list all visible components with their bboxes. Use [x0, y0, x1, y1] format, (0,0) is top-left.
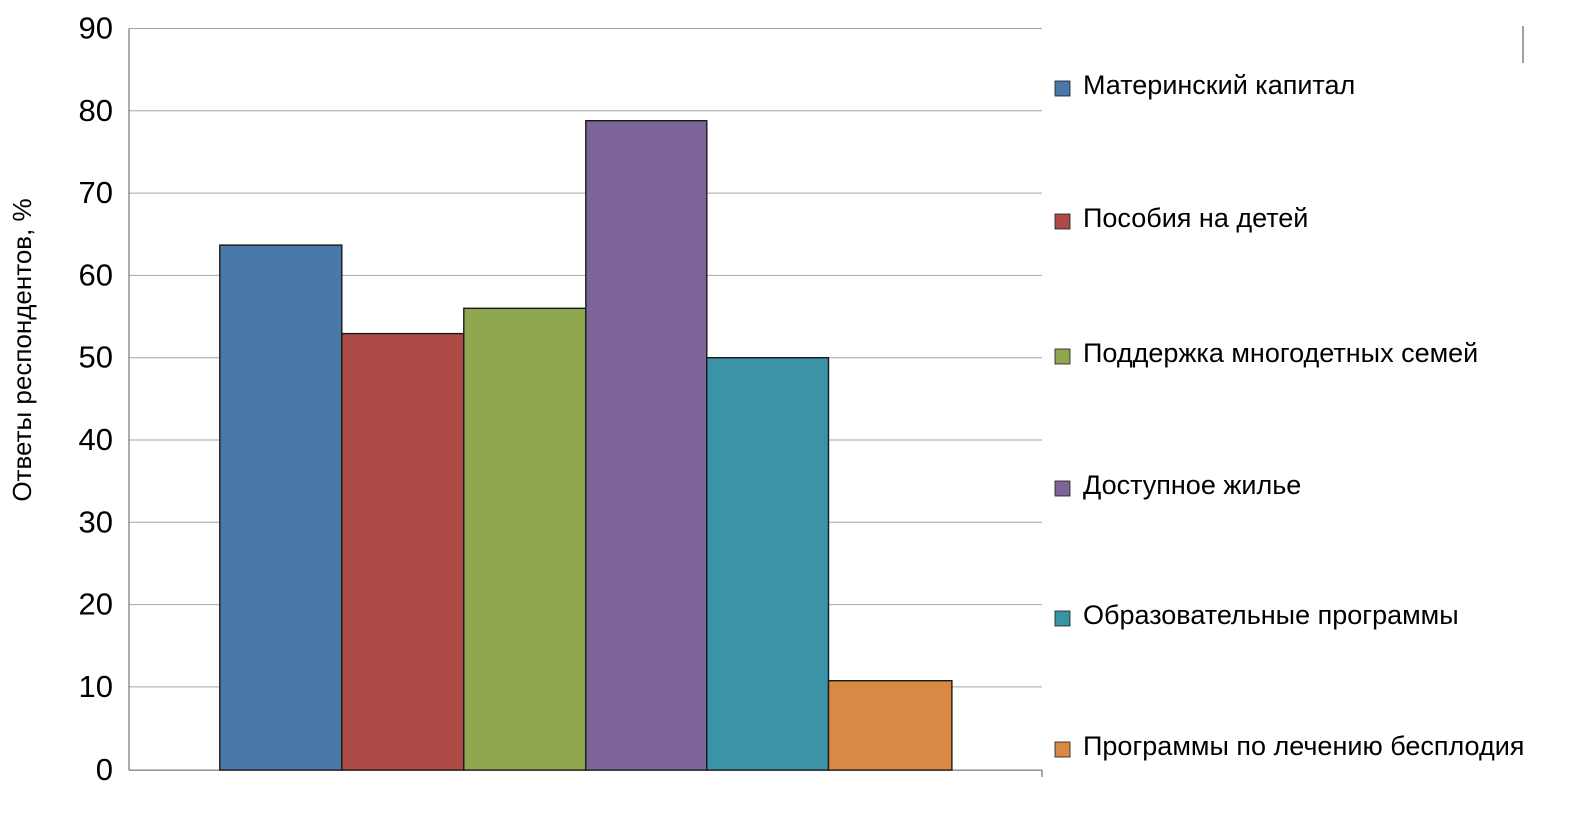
svg-text:Ответы респондентов, %: Ответы респондентов, % — [7, 198, 37, 501]
svg-text:Программы по лечению бесплодия: Программы по лечению бесплодия — [1083, 731, 1524, 761]
svg-text:Пособия на детей: Пособия на детей — [1083, 203, 1308, 233]
svg-text:20: 20 — [79, 587, 113, 622]
svg-text:Материнский капитал: Материнский капитал — [1083, 70, 1355, 100]
svg-text:40: 40 — [79, 422, 113, 457]
svg-text:50: 50 — [79, 340, 113, 375]
svg-text:0: 0 — [96, 752, 113, 787]
svg-text:Поддержка многодетных семей: Поддержка многодетных семей — [1083, 338, 1478, 368]
svg-text:30: 30 — [79, 504, 113, 539]
svg-text:Доступное жилье: Доступное жилье — [1083, 470, 1301, 500]
svg-text:90: 90 — [79, 11, 113, 46]
svg-text:10: 10 — [79, 669, 113, 704]
svg-text:Образовательные программы: Образовательные программы — [1083, 600, 1459, 630]
svg-text:70: 70 — [79, 175, 113, 210]
svg-text:60: 60 — [79, 257, 113, 292]
svg-text:80: 80 — [79, 93, 113, 128]
